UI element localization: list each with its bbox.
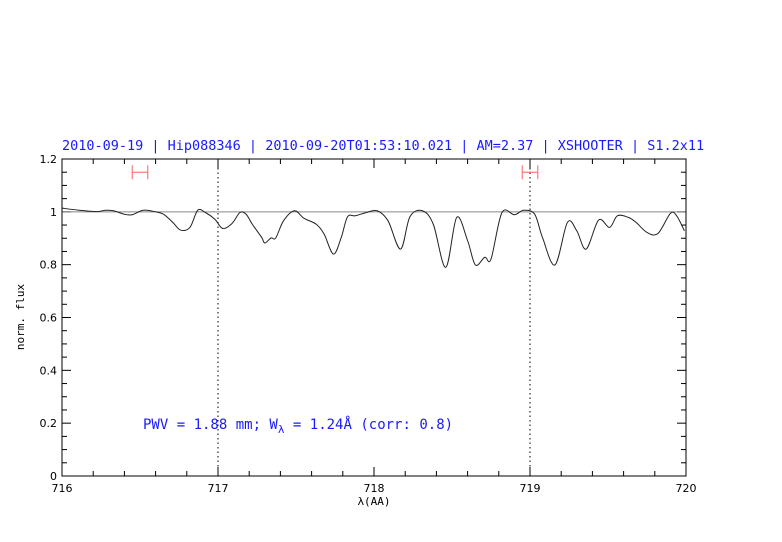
- x-tick-label: 717: [208, 482, 229, 495]
- x-tick-label: 719: [520, 482, 541, 495]
- annotation-prefix: PWV = 1.88 mm; W: [143, 417, 278, 433]
- y-tick-label: 0: [50, 470, 57, 483]
- x-tick-label: 716: [52, 482, 73, 495]
- annotation-subscript: λ: [278, 423, 285, 436]
- plot-frame: [61, 158, 687, 477]
- y-tick-label: 1.2: [40, 153, 58, 166]
- range-marker: [131, 165, 149, 180]
- range-marker: [521, 165, 539, 180]
- x-axis-label: λ(AA): [357, 495, 390, 508]
- spectrum-line: [61, 207, 685, 268]
- y-tick-label: 0.6: [40, 312, 58, 325]
- y-tick-label: 1: [50, 206, 57, 219]
- x-tick-label: 718: [364, 482, 385, 495]
- pwv-annotation: PWV = 1.88 mm; Wλ = 1.24Å (corr: 0.8): [143, 416, 453, 436]
- y-tick-label: 0.2: [40, 417, 58, 430]
- y-tick-label: 0.8: [40, 259, 58, 272]
- chart-title: 2010-09-19 | Hip088346 | 2010-09-20T01:5…: [62, 138, 704, 154]
- x-tick-label: 720: [676, 482, 697, 495]
- annotation-suffix: = 1.24Å (corr: 0.8): [284, 416, 453, 433]
- y-axis-label: norm. flux: [14, 284, 27, 351]
- y-tick-label: 0.4: [40, 364, 58, 377]
